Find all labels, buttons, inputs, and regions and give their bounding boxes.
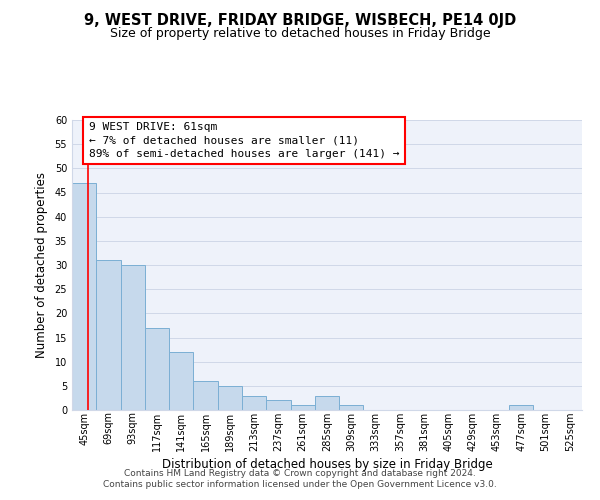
Bar xyxy=(266,400,290,410)
Bar xyxy=(315,396,339,410)
Bar xyxy=(169,352,193,410)
X-axis label: Distribution of detached houses by size in Friday Bridge: Distribution of detached houses by size … xyxy=(161,458,493,471)
Text: 9, WEST DRIVE, FRIDAY BRIDGE, WISBECH, PE14 0JD: 9, WEST DRIVE, FRIDAY BRIDGE, WISBECH, P… xyxy=(84,12,516,28)
Bar xyxy=(218,386,242,410)
Bar xyxy=(339,405,364,410)
Text: Size of property relative to detached houses in Friday Bridge: Size of property relative to detached ho… xyxy=(110,28,490,40)
Y-axis label: Number of detached properties: Number of detached properties xyxy=(35,172,47,358)
Bar xyxy=(509,405,533,410)
Bar xyxy=(290,405,315,410)
Bar xyxy=(145,328,169,410)
Text: Contains HM Land Registry data © Crown copyright and database right 2024.: Contains HM Land Registry data © Crown c… xyxy=(124,468,476,477)
Bar xyxy=(96,260,121,410)
Bar xyxy=(121,265,145,410)
Text: 9 WEST DRIVE: 61sqm
← 7% of detached houses are smaller (11)
89% of semi-detache: 9 WEST DRIVE: 61sqm ← 7% of detached hou… xyxy=(89,122,399,159)
Bar xyxy=(72,183,96,410)
Bar xyxy=(242,396,266,410)
Text: Contains public sector information licensed under the Open Government Licence v3: Contains public sector information licen… xyxy=(103,480,497,489)
Bar xyxy=(193,381,218,410)
